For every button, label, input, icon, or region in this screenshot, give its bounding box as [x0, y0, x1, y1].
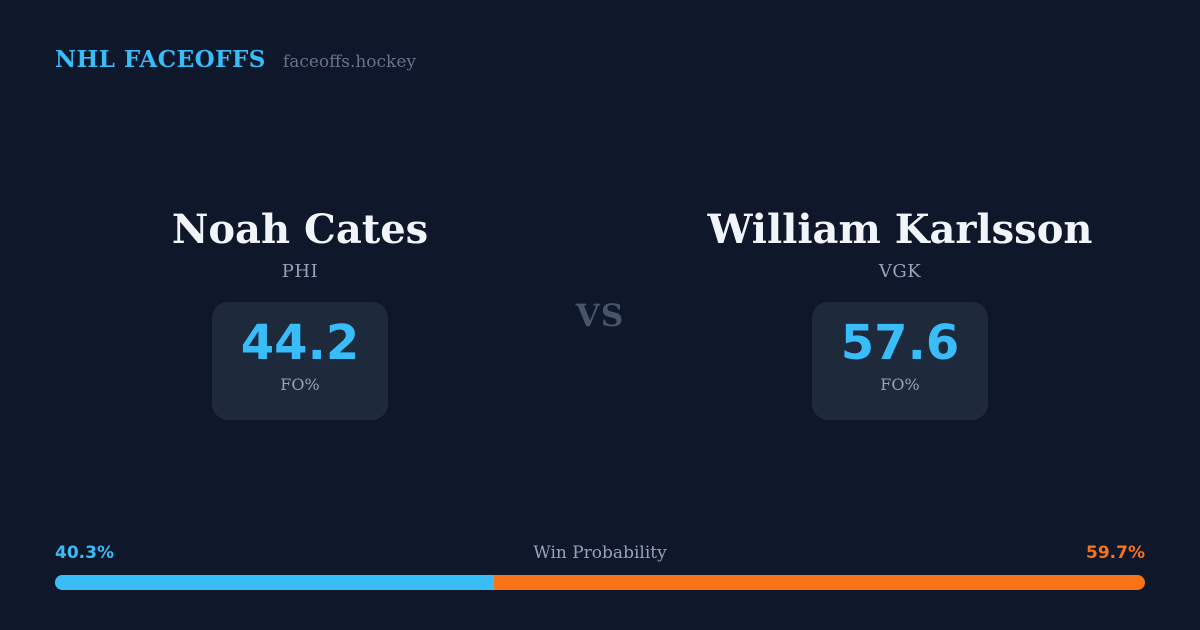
player-right-stat-label: FO%: [880, 375, 920, 394]
player-left-name: Noah Cates: [171, 206, 429, 253]
player-right-name: William Karlsson: [707, 206, 1093, 253]
site-url: faceoffs.hockey: [282, 52, 417, 72]
win-probability-labels: 40.3% Win Probability 59.7%: [55, 542, 1145, 564]
win-probability-section: 40.3% Win Probability 59.7%: [55, 542, 1145, 590]
win-prob-bar-left: [55, 575, 495, 590]
win-prob-bar: [55, 575, 1145, 590]
header: NHL FACEOFFS faceoffs.hockey: [55, 46, 416, 73]
player-right: William Karlsson VGK 57.6 FO%: [700, 210, 1100, 420]
player-left-team: PHI: [281, 261, 319, 282]
vs-label: VS: [575, 298, 625, 334]
win-prob-title: Win Probability: [533, 543, 667, 563]
player-right-team: VGK: [878, 261, 922, 282]
player-left-stat-label: FO%: [280, 375, 320, 394]
player-left: Noah Cates PHI 44.2 FO%: [100, 210, 500, 420]
win-prob-right-value: 59.7%: [1086, 543, 1145, 563]
player-right-stat-card: 57.6 FO%: [812, 302, 988, 420]
player-left-stat-card: 44.2 FO%: [212, 302, 388, 420]
brand-title: NHL FACEOFFS: [55, 46, 266, 73]
player-right-stat-value: 57.6: [840, 315, 960, 371]
win-prob-left-value: 40.3%: [55, 543, 114, 563]
player-left-stat-value: 44.2: [240, 315, 360, 371]
